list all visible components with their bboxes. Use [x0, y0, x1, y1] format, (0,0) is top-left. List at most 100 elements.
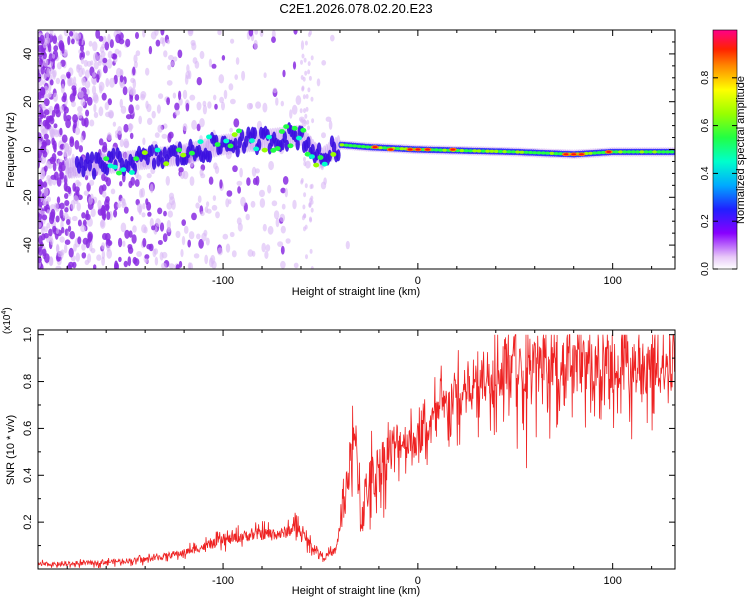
spectrogram-cell	[81, 212, 86, 219]
spectrogram-cell	[304, 151, 311, 157]
spectrogram-cell	[237, 222, 243, 232]
spectrogram-cell	[38, 37, 42, 44]
spectrogram-cell	[65, 114, 72, 122]
spectrogram-cell	[168, 54, 174, 61]
spectrogram-cell	[254, 30, 259, 35]
spectrogram-cell	[60, 83, 65, 94]
spectrogram-cell	[80, 57, 85, 65]
spectrogram-cell	[185, 102, 190, 112]
spectrogram-cell	[76, 181, 82, 187]
spectrogram-cell	[63, 193, 69, 199]
spectrogram-cell	[51, 137, 55, 146]
spectrogram-cell	[343, 143, 349, 147]
spectrogram-cell	[62, 92, 67, 101]
spectrogram-cell	[154, 256, 159, 266]
spectrogram-cell	[42, 181, 48, 188]
spectrogram-cell	[72, 90, 77, 96]
spectrogram-cell	[104, 41, 110, 51]
spectrogram-cell	[42, 248, 47, 257]
spectrogram-cell	[189, 157, 195, 168]
spectrogram-cell	[510, 150, 516, 154]
spectrogram-cell	[160, 157, 165, 170]
spectrogram-cell	[178, 90, 182, 101]
spectrogram-cell	[302, 204, 306, 210]
spectrogram-cell	[331, 141, 337, 154]
spectrogram-cell	[144, 254, 150, 260]
spectrogram-cell	[150, 31, 157, 40]
spectrogram-cell	[328, 120, 333, 130]
spectrogram-cell	[130, 176, 135, 186]
spectrogram-cell	[399, 147, 405, 151]
spectrogram-cell	[181, 145, 187, 151]
spectrogram-cell	[106, 248, 112, 259]
spectrogram-cell	[145, 100, 149, 110]
spectrogram-cell	[123, 123, 129, 133]
spectrogram-cell	[241, 70, 246, 81]
spectrogram-cell	[558, 152, 563, 156]
spectrogram-cell	[606, 150, 612, 153]
spectrogram-cell	[51, 109, 56, 118]
spectrogram-cell	[519, 150, 525, 154]
spectrogram-cell	[217, 247, 223, 256]
spectrogram-cell	[127, 244, 133, 250]
spectrogram-cell	[207, 150, 212, 163]
spectrogram-cell	[69, 138, 75, 148]
spectrogram-cell	[267, 225, 274, 235]
spectrogram-cell	[119, 139, 124, 148]
spectrogram-cell	[278, 129, 285, 134]
spectrogram-cell	[395, 146, 400, 151]
spectrogram-cell	[50, 174, 57, 180]
spectrogram-cell	[230, 98, 236, 105]
spectrogram-cell	[106, 211, 111, 221]
spectrogram-cell	[352, 144, 358, 148]
spectrogram-cell	[166, 97, 171, 106]
spectrogram-cell	[110, 188, 116, 195]
spectrogram-cell	[119, 69, 124, 77]
spectrogram-cell	[92, 78, 97, 86]
spectrogram-cell	[191, 212, 197, 221]
spectrogram-cell	[442, 148, 448, 152]
spectrogram-cell	[263, 72, 267, 79]
spectrogram-cell	[38, 222, 42, 228]
spectrogram-cell	[38, 246, 43, 256]
spectrogram-cell	[61, 226, 65, 234]
spectrogram-cell	[75, 34, 80, 45]
spectrogram-cell	[235, 145, 240, 158]
spectrogram-cell	[106, 132, 112, 141]
spectrogram-cell	[282, 131, 287, 143]
spectrogram-cell	[181, 219, 186, 227]
spectrogram-cell	[46, 67, 51, 78]
spectrogram-cell	[172, 92, 177, 99]
spectrogram-cell	[274, 146, 281, 151]
snr-xlabel: Height of straight line (km)	[292, 585, 420, 597]
spectrogram-cell	[146, 243, 152, 250]
spectrogram-cell	[106, 240, 113, 246]
spectrogram-cell	[205, 140, 210, 150]
spectrogram-cell	[66, 264, 72, 269]
spectrogram-cell	[118, 237, 123, 248]
spectrogram-cell	[282, 176, 289, 185]
spectrogram-cell	[59, 105, 64, 114]
spectrogram-cell	[78, 90, 84, 99]
spectrogram-cell	[330, 34, 335, 42]
spectrogram-cell	[59, 171, 65, 180]
spectrogram-cell	[652, 150, 658, 154]
spectrogram-cell	[308, 154, 315, 160]
spectrogram-cell	[275, 217, 280, 228]
spectrogram-cell	[372, 146, 378, 149]
spectrogram-cell	[133, 258, 140, 267]
spectrogram-cell	[63, 106, 69, 114]
snr-xtick-label: 0	[415, 575, 421, 587]
spectrogram-cell	[279, 213, 286, 223]
spectrogram-cell	[199, 169, 204, 176]
spectrogram-cell	[52, 225, 57, 233]
spectrogram-cell	[287, 143, 294, 149]
spectrogram-cell	[61, 44, 65, 54]
spectrogram-cell	[191, 119, 198, 130]
spectrogram-cell	[205, 237, 210, 246]
spectrogram-cell	[160, 30, 165, 36]
spectrogram-cell	[142, 237, 147, 248]
spectrogram-cell	[104, 176, 109, 183]
spectrogram-cell	[188, 30, 194, 35]
spectrogram-ytick-label: 40	[22, 48, 34, 60]
